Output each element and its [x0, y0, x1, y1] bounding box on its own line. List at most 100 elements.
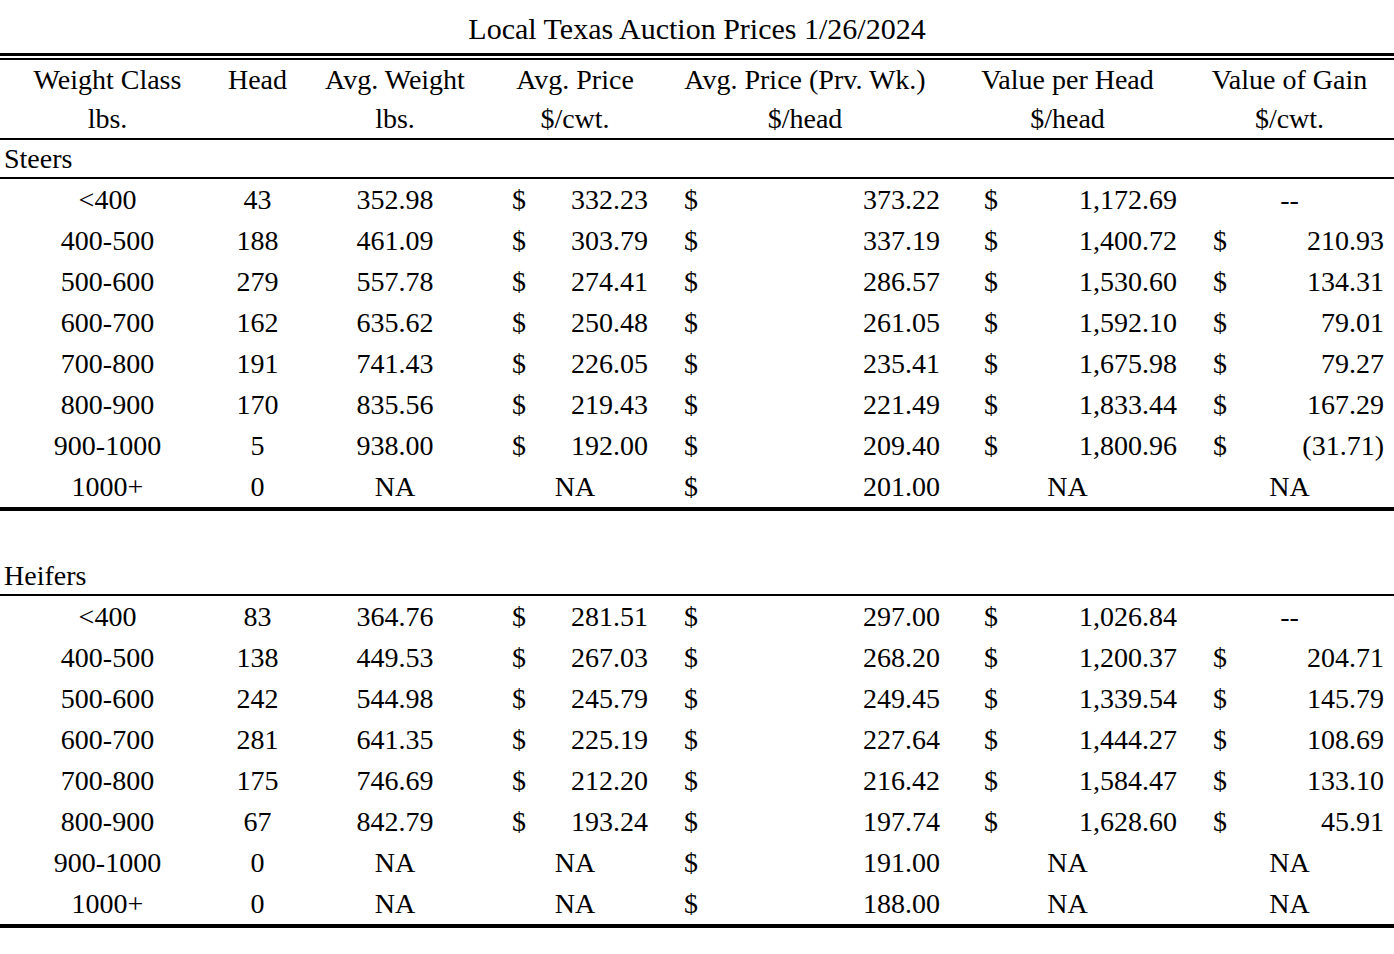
- cell-avg-price-prv-wk: $188.00: [660, 883, 950, 924]
- cell-head: 175: [215, 760, 300, 801]
- cell-weight-class: 400-500: [0, 220, 215, 261]
- dollar-sign: $: [512, 765, 526, 797]
- cell-avg-price-prv-wk: $286.57: [660, 261, 950, 302]
- cell-value-of-gain: NA: [1185, 466, 1394, 507]
- cell-weight-class: 600-700: [0, 719, 215, 760]
- cell-value: 197.74: [863, 806, 940, 838]
- dollar-sign: $: [684, 184, 698, 216]
- cell-value: 261.05: [863, 307, 940, 339]
- cell-avg-price: $192.00: [490, 425, 660, 466]
- cell-value-per-head: $1,675.98: [950, 343, 1185, 384]
- cell-value-per-head: $1,530.60: [950, 261, 1185, 302]
- table-row: 600-700 162 635.62 $250.48 $261.05 $1,59…: [0, 302, 1394, 343]
- cell-avg-price-prv-wk: $261.05: [660, 302, 950, 343]
- cell-avg-weight: 641.35: [300, 719, 490, 760]
- cell-value: 268.20: [863, 642, 940, 674]
- table-row: 400-500 188 461.09 $303.79 $337.19 $1,40…: [0, 220, 1394, 261]
- cell-value: 337.19: [863, 225, 940, 257]
- table-row: 700-800 191 741.43 $226.05 $235.41 $1,67…: [0, 343, 1394, 384]
- cell-head: 279: [215, 261, 300, 302]
- cell-weight-class: 1000+: [0, 466, 215, 507]
- cell-value-per-head: $1,592.10: [950, 302, 1185, 343]
- cell-value-per-head: $1,026.84: [950, 596, 1185, 637]
- cell-avg-weight: 835.56: [300, 384, 490, 425]
- cell-avg-weight: 938.00: [300, 425, 490, 466]
- column-header-value-per-head: Value per Head: [950, 60, 1185, 100]
- cell-head: 83: [215, 596, 300, 637]
- dollar-sign: $: [984, 184, 998, 216]
- cell-value: 303.79: [571, 225, 648, 257]
- cell-value: (31.71): [1302, 430, 1384, 462]
- cell-avg-price-prv-wk: $221.49: [660, 384, 950, 425]
- cell-avg-price-prv-wk: $235.41: [660, 343, 950, 384]
- cell-value: 191.00: [863, 847, 940, 879]
- cell-value: 297.00: [863, 601, 940, 633]
- dollar-sign: $: [684, 806, 698, 838]
- cell-head: 5: [215, 425, 300, 466]
- cell-weight-class: <400: [0, 179, 215, 220]
- dollar-sign: $: [1213, 348, 1227, 380]
- dollar-sign: $: [984, 266, 998, 298]
- column-header-head: Head: [215, 60, 300, 100]
- cell-value: 79.01: [1321, 307, 1384, 339]
- cell-value-per-head: NA: [950, 842, 1185, 883]
- cell-value-of-gain: $134.31: [1185, 261, 1394, 302]
- section-label-steers: Steers: [0, 140, 1394, 177]
- section-gap: [0, 511, 1394, 557]
- dollar-sign: $: [984, 765, 998, 797]
- dollar-sign: $: [684, 471, 698, 503]
- cell-value: 193.24: [571, 806, 648, 838]
- cell-value-of-gain: --: [1185, 179, 1394, 220]
- cell-avg-weight: 544.98: [300, 678, 490, 719]
- cell-value: 267.03: [571, 642, 648, 674]
- cell-avg-price: $274.41: [490, 261, 660, 302]
- cell-value: 227.64: [863, 724, 940, 756]
- dollar-sign: $: [684, 847, 698, 879]
- table-row: 500-600 242 544.98 $245.79 $249.45 $1,33…: [0, 678, 1394, 719]
- cell-head: 138: [215, 637, 300, 678]
- cell-avg-weight: NA: [300, 842, 490, 883]
- cell-avg-price: $193.24: [490, 801, 660, 842]
- column-unit-avg-weight: lbs.: [300, 100, 490, 138]
- cell-value-per-head: $1,339.54: [950, 678, 1185, 719]
- cell-value-per-head: NA: [950, 466, 1185, 507]
- cell-avg-weight: 449.53: [300, 637, 490, 678]
- cell-value: 1,444.27: [1079, 724, 1177, 756]
- cell-avg-price-prv-wk: $191.00: [660, 842, 950, 883]
- cell-avg-price-prv-wk: $297.00: [660, 596, 950, 637]
- dollar-sign: $: [684, 266, 698, 298]
- dollar-sign: $: [984, 642, 998, 674]
- dollar-sign: $: [684, 724, 698, 756]
- cell-value: 221.49: [863, 389, 940, 421]
- cell-value-of-gain: $79.27: [1185, 343, 1394, 384]
- cell-avg-price: NA: [490, 466, 660, 507]
- cell-weight-class: 400-500: [0, 637, 215, 678]
- cell-value-per-head: NA: [950, 883, 1185, 924]
- cell-value: 1,833.44: [1079, 389, 1177, 421]
- section-heifers: Heifers <400 83 364.76 $281.51 $297.00 $…: [0, 557, 1394, 928]
- cell-value: 1,592.10: [1079, 307, 1177, 339]
- cell-avg-price: $212.20: [490, 760, 660, 801]
- cell-weight-class: 1000+: [0, 883, 215, 924]
- table-row: 700-800 175 746.69 $212.20 $216.42 $1,58…: [0, 760, 1394, 801]
- cell-avg-price-prv-wk: $216.42: [660, 760, 950, 801]
- auction-prices-report: Local Texas Auction Prices 1/26/2024 Wei…: [0, 0, 1394, 954]
- cell-value: 192.00: [571, 430, 648, 462]
- cell-value: 1,026.84: [1079, 601, 1177, 633]
- dollar-sign: $: [512, 266, 526, 298]
- cell-value: 226.05: [571, 348, 648, 380]
- cell-value: 212.20: [571, 765, 648, 797]
- section-label-heifers: Heifers: [0, 557, 1394, 594]
- cell-avg-price: $226.05: [490, 343, 660, 384]
- table-header-row-labels: Weight Class Head Avg. Weight Avg. Price…: [0, 60, 1394, 100]
- cell-value: 145.79: [1307, 683, 1384, 715]
- cell-avg-price-prv-wk: $373.22: [660, 179, 950, 220]
- title-double-rule: [0, 53, 1394, 60]
- cell-avg-price: $267.03: [490, 637, 660, 678]
- cell-value: 1,339.54: [1079, 683, 1177, 715]
- cell-weight-class: 700-800: [0, 760, 215, 801]
- dollar-sign: $: [512, 430, 526, 462]
- cell-value: 281.51: [571, 601, 648, 633]
- cell-value: 210.93: [1307, 225, 1384, 257]
- dollar-sign: $: [512, 683, 526, 715]
